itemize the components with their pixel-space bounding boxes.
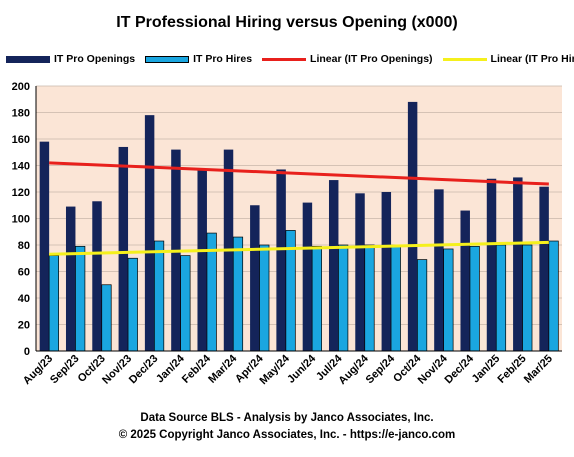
bar-openings-13 bbox=[381, 192, 392, 351]
x-tick-label: Sep/23 bbox=[48, 353, 82, 387]
bar-openings-10 bbox=[302, 202, 313, 351]
trendline-hires bbox=[49, 240, 549, 256]
chart-legend: IT Pro Openings IT Pro Hires Linear (IT … bbox=[6, 51, 574, 67]
bar-hires-3 bbox=[127, 257, 138, 352]
legend-swatch-trend-openings bbox=[262, 57, 307, 61]
bar-openings-3 bbox=[118, 146, 129, 351]
trendline-openings bbox=[49, 161, 549, 186]
bar-hires-8 bbox=[259, 244, 270, 352]
x-tick-label: May/24 bbox=[258, 352, 293, 387]
legend-label-openings: IT Pro Openings bbox=[54, 53, 136, 65]
y-tick-label: 20 bbox=[18, 320, 30, 332]
y-tick-label: 200 bbox=[12, 81, 30, 93]
y-tick-label: 80 bbox=[18, 240, 30, 252]
bar-openings-19 bbox=[539, 186, 549, 351]
bar-openings-4 bbox=[144, 115, 155, 352]
x-tick-label: Dec/23 bbox=[127, 353, 161, 387]
bar-hires-1 bbox=[75, 245, 86, 352]
y-tick-label: 100 bbox=[12, 214, 30, 226]
bar-hires-2 bbox=[101, 284, 112, 352]
legend-label-hires: IT Pro Hires bbox=[193, 53, 253, 65]
bar-openings-9 bbox=[276, 169, 286, 351]
bar-hires-4 bbox=[154, 240, 165, 352]
legend-item-openings: IT Pro Openings bbox=[6, 53, 135, 65]
bar-hires-0 bbox=[48, 255, 59, 352]
y-tick-label: 40 bbox=[18, 293, 30, 305]
bar-hires-5 bbox=[180, 255, 191, 352]
bar-hires-14 bbox=[417, 259, 428, 352]
x-tick-label: Aug/24 bbox=[336, 352, 371, 387]
x-tick-label: Sep/24 bbox=[364, 352, 398, 386]
bar-openings-1 bbox=[65, 206, 76, 351]
bar-hires-15 bbox=[443, 248, 454, 352]
bar-openings-17 bbox=[486, 178, 497, 351]
bar-openings-14 bbox=[407, 101, 418, 352]
bar-openings-2 bbox=[92, 201, 102, 351]
bar-hires-7 bbox=[232, 236, 244, 352]
x-tick-label: Feb/25 bbox=[496, 353, 529, 386]
bar-openings-15 bbox=[434, 189, 444, 351]
bar-hires-18 bbox=[522, 244, 533, 352]
x-tick-label: Nov/23 bbox=[100, 353, 134, 387]
bar-hires-19 bbox=[548, 240, 559, 352]
legend-label-trend-hires: Linear (IT Pro Hires) bbox=[490, 53, 574, 65]
bar-hires-17 bbox=[495, 244, 507, 352]
legend-item-hires: IT Pro Hires bbox=[145, 53, 252, 65]
bar-openings-0 bbox=[39, 141, 50, 351]
legend-swatch-trend-hires bbox=[442, 57, 487, 61]
footer-copyright: © 2025 Copyright Janco Associates, Inc. … bbox=[118, 429, 456, 441]
legend-swatch-openings bbox=[6, 55, 50, 63]
chart-title: IT Professional Hiring versus Opening (x… bbox=[116, 14, 458, 31]
x-tick-label: Jun/24 bbox=[285, 352, 319, 386]
bar-openings-11 bbox=[328, 180, 339, 351]
bar-hires-11 bbox=[338, 244, 349, 352]
x-tick-label: Mar/24 bbox=[206, 352, 240, 386]
legend-item-trend-hires: Linear (IT Pro Hires) bbox=[442, 53, 574, 65]
bar-openings-12 bbox=[355, 193, 365, 351]
legend-label-trend-openings: Linear (IT Pro Openings) bbox=[310, 53, 433, 65]
y-tick-label: 140 bbox=[12, 161, 30, 173]
bar-hires-16 bbox=[469, 245, 480, 352]
y-tick-label: 160 bbox=[12, 134, 30, 146]
bar-hires-12 bbox=[364, 244, 375, 352]
bar-hires-13 bbox=[390, 244, 401, 352]
bar-openings-18 bbox=[513, 177, 523, 351]
y-tick-label: 180 bbox=[12, 108, 30, 120]
x-tick-label: Mar/25 bbox=[522, 353, 555, 386]
bar-openings-8 bbox=[250, 205, 260, 351]
bar-openings-6 bbox=[197, 169, 207, 351]
footer-source: Data Source BLS - Analysis by Janco Asso… bbox=[140, 412, 434, 424]
x-tick-label: Dec/24 bbox=[442, 352, 476, 386]
legend-swatch-hires bbox=[145, 55, 190, 63]
bar-openings-16 bbox=[460, 210, 470, 351]
bar-hires-10 bbox=[311, 245, 322, 352]
legend-item-trend-openings: Linear (IT Pro Openings) bbox=[262, 53, 433, 65]
y-tick-label: 60 bbox=[18, 267, 30, 279]
y-tick-label: 120 bbox=[12, 187, 30, 199]
y-tick-label: 0 bbox=[24, 346, 30, 358]
